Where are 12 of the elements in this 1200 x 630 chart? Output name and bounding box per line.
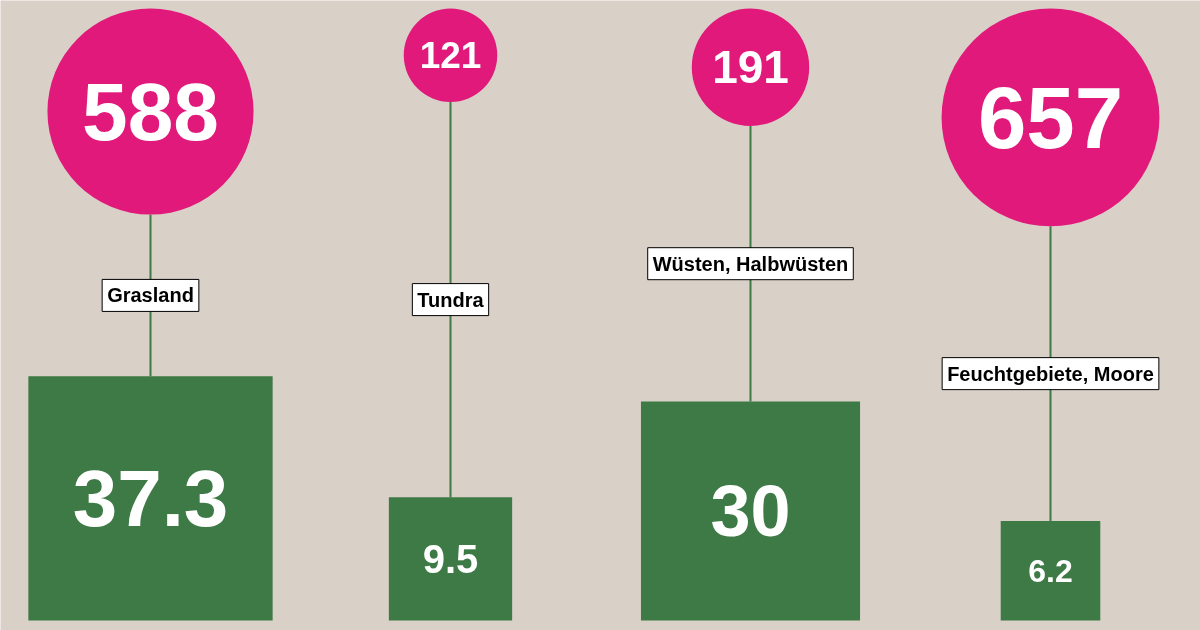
data-label: 37.3 (72, 453, 229, 543)
category-label: Wüsten, Halbwüsten (652, 252, 849, 275)
category-label: Tundra (417, 288, 485, 311)
data-label: 30 (710, 470, 791, 551)
data-label: 191 (712, 41, 789, 94)
data-label: 121 (419, 35, 482, 77)
data-label: 6.2 (1028, 552, 1073, 589)
data-label: 9.5 (422, 536, 479, 581)
data-label: 657 (977, 68, 1124, 166)
data-label: 588 (82, 66, 219, 158)
category-label: Feuchtgebiete, Moore (947, 362, 1154, 385)
category-label: Grasland (107, 284, 194, 307)
